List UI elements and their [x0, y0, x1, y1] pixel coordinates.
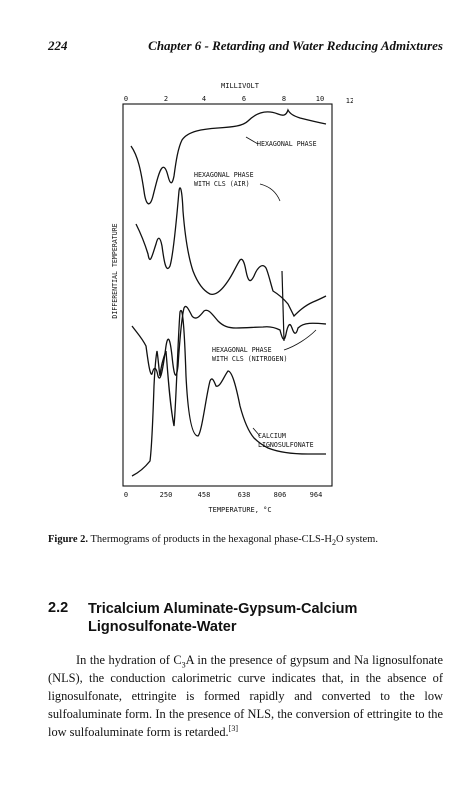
leader-hexagonal-cls-air	[259, 183, 281, 202]
para-text-1: In the hydration of C	[76, 653, 182, 667]
bottom-tick-458: 458	[198, 491, 211, 499]
page-number: 224	[48, 38, 68, 53]
figure-caption: Figure 2. Thermograms of products in the…	[48, 533, 448, 547]
curve-calcium-lignosulfonate	[131, 309, 326, 477]
bottom-tick-964: 964	[310, 491, 323, 499]
top-axis-title: MILLIVOLT	[221, 82, 260, 90]
bottom-tick-806: 806	[274, 491, 287, 499]
section-title: Tricalcium Aluminate-Gypsum-Calcium Lign…	[88, 600, 438, 636]
caption-subscript: 2	[331, 538, 336, 548]
label-hexagonal-cls-nitrogen-2: WITH CLS (NITROGEN)	[212, 355, 287, 363]
caption-text-end: O system.	[335, 534, 378, 545]
top-tick-4: 4	[202, 95, 206, 103]
section-title-line2: Lignosulfonate-Water	[88, 619, 237, 635]
leader-calcium	[252, 427, 261, 437]
bottom-tick-250: 250	[160, 491, 173, 499]
label-hexagonal-cls-air-1: HEXAGONAL PHASE	[194, 171, 254, 179]
bottom-axis-ticks: 0 250 458 638 806 964	[124, 491, 322, 499]
curve-hexagonal-phase	[130, 108, 327, 205]
para-reference: [3]	[228, 723, 238, 733]
top-tick-12: 12	[346, 97, 353, 105]
plot-frame	[122, 103, 333, 487]
chapter-title: Chapter 6 - Retarding and Water Reducing…	[148, 38, 443, 53]
bottom-tick-638: 638	[238, 491, 251, 499]
top-tick-6: 6	[242, 95, 246, 103]
curve-vertical-drop	[281, 270, 285, 342]
leader-hexagonal-cls-nitrogen	[283, 329, 317, 351]
top-axis-ticks: 0 2 4 6 8 10 12	[124, 95, 353, 105]
caption-label: Figure 2.	[48, 534, 89, 545]
top-tick-2: 2	[164, 95, 168, 103]
label-hexagonal-phase: HEXAGONAL PHASE	[257, 140, 317, 148]
caption-text: Thermograms of products in the hexagonal…	[90, 534, 332, 545]
top-tick-8: 8	[282, 95, 286, 103]
page-header: 224 Chapter 6 - Retarding and Water Redu…	[48, 38, 443, 56]
curve-hexagonal-cls-air	[135, 187, 327, 318]
top-tick-10: 10	[316, 95, 324, 103]
label-calcium-1: CALCIUM	[258, 432, 286, 440]
leader-hexagonal-phase	[245, 136, 259, 145]
thermogram-figure: MILLIVOLT 0 2 4 6 8 10 12 DIFFERENTIAL T…	[111, 82, 353, 514]
section-title-line1: Tricalcium Aluminate-Gypsum-Calcium	[88, 601, 358, 617]
label-calcium-2: LIGNOSULFONATE	[258, 441, 314, 449]
curve-hexagonal-cls-nitrogen	[131, 305, 327, 379]
para-text-2: A in the presence of gypsum and Na ligno…	[48, 653, 443, 739]
section-number: 2.2	[48, 600, 69, 616]
bottom-tick-0: 0	[124, 491, 128, 499]
para-subscript: 3	[181, 660, 186, 670]
label-hexagonal-cls-nitrogen-1: HEXAGONAL PHASE	[212, 346, 272, 354]
bottom-axis-title: TEMPERATURE, °C	[208, 506, 271, 514]
y-axis-title: DIFFERENTIAL TEMPERATURE	[111, 223, 119, 318]
body-paragraph: In the hydration of C3A in the presence …	[48, 651, 443, 741]
top-tick-0: 0	[124, 95, 128, 103]
label-hexagonal-cls-air-2: WITH CLS (AIR)	[194, 180, 250, 188]
